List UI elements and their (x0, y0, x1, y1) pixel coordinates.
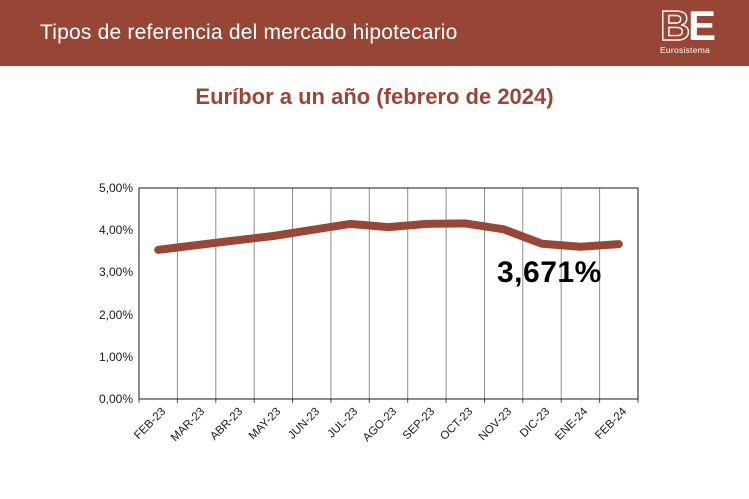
y-axis-label: 3,00% (98, 265, 133, 280)
last-value-label: 3,671% (497, 256, 602, 289)
y-axis-label: 4,00% (98, 223, 133, 238)
y-axis-label: 5,00% (98, 181, 133, 195)
chart-title: Euríbor a un año (febrero de 2024) (195, 84, 554, 109)
logo-letter-e: E (688, 9, 716, 49)
header-bar: Tipos de referencia del mercado hipoteca… (0, 0, 749, 66)
y-axis-label: 2,00% (98, 307, 133, 322)
logo-letter-b: B (660, 9, 690, 49)
logo-subtitle: Eurosistema (660, 45, 710, 55)
header-title: Tipos de referencia del mercado hipoteca… (40, 21, 458, 44)
plot-border (138, 187, 639, 400)
y-axis-label: 1,00% (98, 349, 133, 364)
euribor-line-series (154, 219, 623, 254)
bde-eurosistema-logo-icon: B E Eurosistema (659, 9, 716, 55)
y-axis-label: 0,00% (98, 392, 133, 406)
